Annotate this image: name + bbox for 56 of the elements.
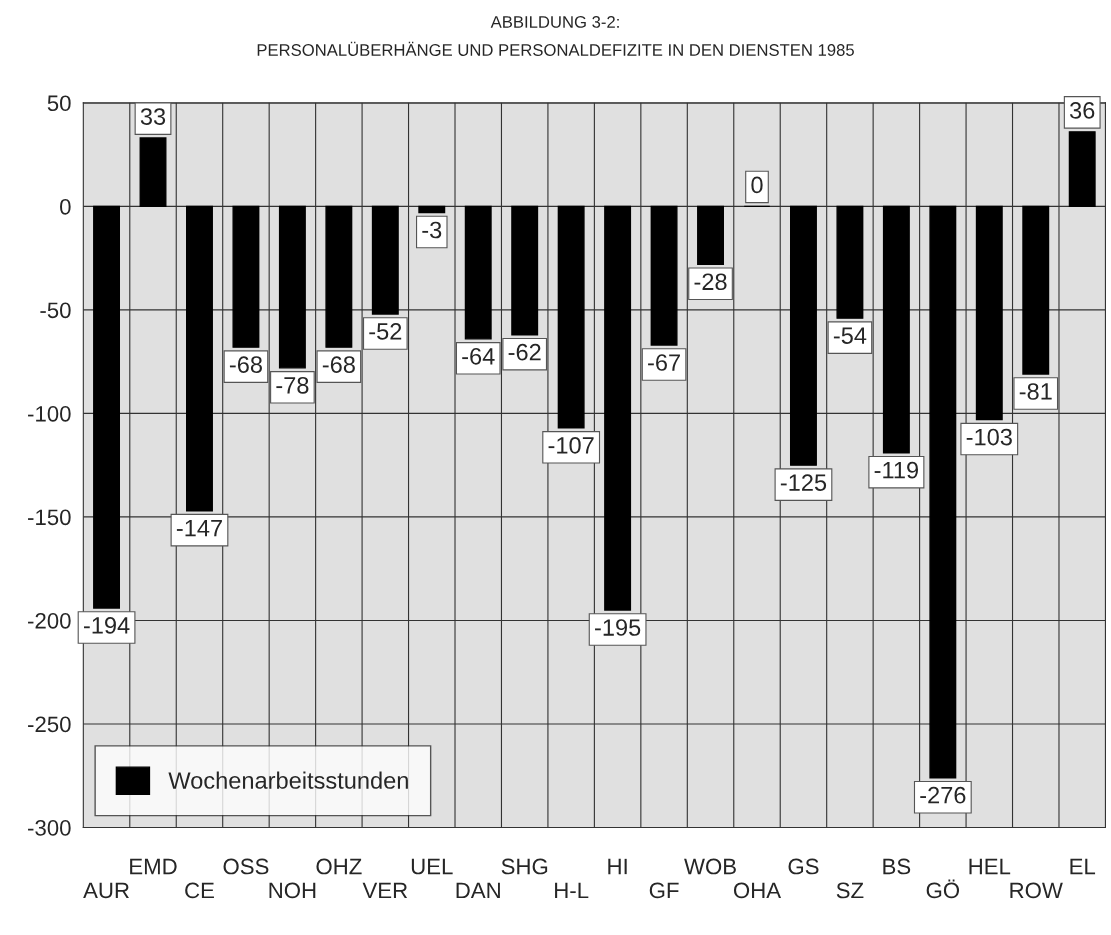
x-tick-label: HI: [608, 858, 627, 875]
x-tick-label: OHA: [733, 882, 782, 899]
data-label: -62: [508, 343, 541, 361]
y-tick-label: -300: [28, 820, 71, 836]
data-label: -81: [1019, 383, 1052, 400]
y-tick-label: 0: [60, 198, 71, 215]
data-label: -54: [833, 327, 867, 344]
chart-subtitle: PERSONALÜBERHÄNGE UND PERSONALDEFIZITE IN DEN DIENSTEN 1985: [257, 41, 854, 56]
x-tick-label: BS: [883, 858, 911, 875]
x-tick-label: NOH: [269, 882, 316, 899]
data-label: 33: [140, 108, 166, 125]
y-tick-label: -250: [28, 716, 71, 733]
data-label: -78: [276, 376, 309, 394]
chart-title: ABBILDUNG 3-2:: [490, 16, 619, 28]
data-label: -67: [648, 354, 680, 371]
x-tick-label: OHZ: [316, 858, 362, 875]
data-label: -103: [966, 428, 1012, 446]
data-label: -52: [369, 323, 402, 340]
x-tick-label: GÖ: [926, 879, 960, 899]
x-tick-label: AUR: [83, 882, 129, 899]
data-label: -68: [322, 356, 355, 373]
data-label: -194: [83, 617, 130, 634]
data-label: -276: [920, 786, 966, 804]
x-tick-label: H-L: [555, 882, 589, 899]
x-tick-label: EL: [1070, 858, 1096, 875]
y-tick-label: -150: [28, 509, 71, 526]
data-label: -119: [874, 461, 919, 479]
y-tick-label: -50: [40, 302, 71, 319]
data-label: -28: [694, 273, 727, 291]
x-tick-label: CE: [185, 882, 214, 899]
x-tick-label: GS: [788, 858, 819, 875]
data-label: -68: [229, 356, 262, 373]
x-tick-label: UEL: [411, 858, 453, 875]
data-label: -125: [780, 474, 827, 491]
data-label: -195: [595, 619, 641, 636]
y-tick-label: -200: [28, 612, 71, 629]
x-tick-label: WOB: [684, 858, 736, 875]
x-tick-label: GF: [649, 882, 679, 899]
data-label: -147: [176, 520, 222, 537]
x-tick-label: EMD: [130, 858, 177, 875]
y-tick-label: -100: [28, 405, 71, 422]
x-tick-label: DAN: [456, 882, 500, 899]
x-tick-label: OSS: [223, 858, 269, 875]
bar: [418, 205, 446, 214]
legend-label: Wochenarbeitsstunden: [168, 771, 408, 789]
data-label: -107: [548, 436, 594, 454]
data-label: -3: [422, 221, 442, 239]
x-tick-label: HEL: [969, 858, 1011, 875]
x-tick-label: VER: [362, 882, 408, 899]
data-label: -64: [462, 347, 495, 365]
y-tick-label: 50: [47, 95, 71, 112]
x-tick-label: SZ: [836, 882, 864, 899]
data-label: 0: [751, 176, 763, 194]
data-label: 36: [1069, 102, 1095, 119]
x-tick-label: SHG: [501, 858, 548, 875]
x-tick-label: ROW: [1010, 882, 1063, 899]
